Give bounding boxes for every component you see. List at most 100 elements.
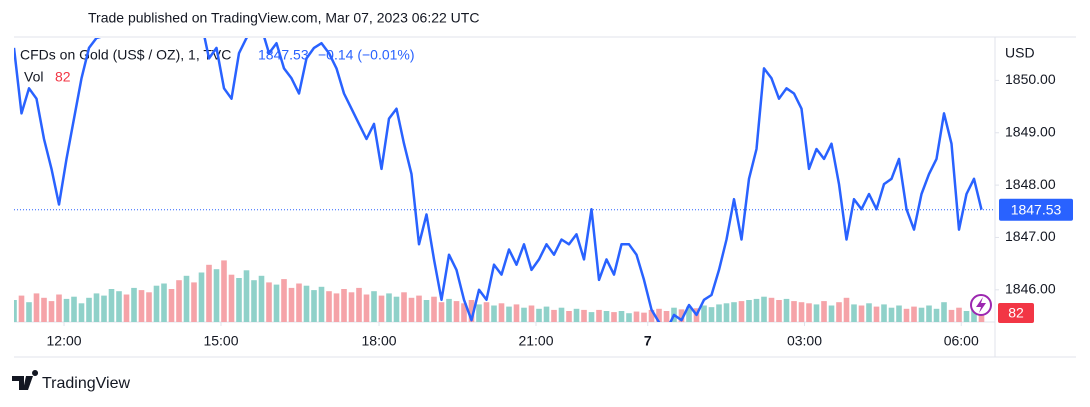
volume-bar xyxy=(888,307,895,322)
x-tick-label: 21:00 xyxy=(518,333,553,349)
volume-bar xyxy=(258,275,265,322)
price-layer xyxy=(14,38,983,322)
volume-bar xyxy=(14,300,17,322)
volume-bar xyxy=(273,284,280,322)
volume-bar xyxy=(416,295,422,322)
volume-bar xyxy=(296,283,302,322)
volume-bar xyxy=(498,303,505,322)
volume-bar xyxy=(708,307,715,322)
volume-bar xyxy=(326,291,332,322)
volume-bar xyxy=(93,293,100,322)
volume-bar xyxy=(161,283,167,322)
volume-bar xyxy=(821,301,827,322)
volume-bar xyxy=(543,306,550,322)
y-tick-label: 1847.00 xyxy=(1005,228,1056,244)
volume-tag xyxy=(998,303,1034,323)
volume-bar xyxy=(33,293,40,322)
volume-bar xyxy=(633,311,640,322)
volume-bar xyxy=(843,297,850,322)
volume-bar xyxy=(611,312,617,322)
x-tick-label: 15:00 xyxy=(203,333,238,349)
y-tick-label: 1849.00 xyxy=(1005,123,1056,139)
volume-bar xyxy=(198,272,205,322)
volume-bar xyxy=(371,291,377,322)
x-tick-label: 03:00 xyxy=(787,333,822,349)
volume-bar xyxy=(723,303,730,322)
volume-bar xyxy=(303,285,310,322)
volume-bar xyxy=(26,302,32,322)
volume-bar xyxy=(288,287,295,322)
volume-bar xyxy=(213,269,220,322)
volume-bar xyxy=(783,298,790,322)
volume-bar xyxy=(641,312,647,322)
alert-icon[interactable] xyxy=(970,294,992,316)
volume-bar xyxy=(573,308,580,322)
volume-bar xyxy=(423,300,430,322)
legend-volume-name: Vol xyxy=(24,69,43,85)
volume-bar xyxy=(228,274,235,322)
volume-bar xyxy=(56,294,62,322)
volume-bar xyxy=(281,279,287,322)
volume-bar xyxy=(146,292,152,322)
legend-instrument: CFDs on Gold (US$ / OZ), 1, TVC xyxy=(20,47,231,63)
volume-layer xyxy=(14,260,985,322)
volume-bar xyxy=(446,298,452,322)
volume-bar xyxy=(911,306,917,322)
logo-mark[interactable] xyxy=(12,370,39,390)
volume-bar xyxy=(408,297,415,322)
volume-bar xyxy=(116,291,122,322)
y-tick-label: 1846.00 xyxy=(1005,281,1056,297)
volume-bar xyxy=(971,308,977,322)
volume-bar xyxy=(596,309,602,322)
volume-bar xyxy=(243,270,250,322)
volume-bar xyxy=(78,303,85,322)
volume-bar xyxy=(386,293,392,322)
volume-bar xyxy=(318,286,325,322)
last-price-tag-label: 1847.53 xyxy=(1011,201,1062,217)
volume-bar xyxy=(896,305,902,322)
x-tick-label: 06:00 xyxy=(944,333,979,349)
brand-name[interactable]: TradingView xyxy=(42,375,130,392)
volume-bar xyxy=(206,264,212,322)
volume-bar xyxy=(903,308,910,322)
volume-bar xyxy=(776,300,782,322)
volume-bar xyxy=(746,300,752,322)
price-line xyxy=(14,38,983,322)
volume-bar xyxy=(978,312,985,322)
legend-volume-value: 82 xyxy=(55,69,71,85)
volume-bar xyxy=(191,282,197,322)
volume-bar xyxy=(731,302,737,322)
volume-bar xyxy=(761,296,767,322)
volume-bar xyxy=(123,294,130,322)
volume-bar xyxy=(401,292,407,322)
volume-bar xyxy=(183,275,190,322)
volume-bar xyxy=(333,293,340,322)
last-price-tag xyxy=(999,198,1073,221)
volume-bar xyxy=(48,301,55,322)
x-tick-label: 12:00 xyxy=(47,333,82,349)
volume-bar xyxy=(851,304,857,322)
x-tick-label: 18:00 xyxy=(362,333,397,349)
volume-bar xyxy=(101,295,107,322)
y-tick-label: 1848.00 xyxy=(1005,176,1056,192)
volume-bar xyxy=(918,307,925,322)
volume-bar xyxy=(491,305,497,322)
volume-bar xyxy=(716,304,722,322)
volume-bar xyxy=(963,311,970,322)
volume-bar xyxy=(626,313,632,322)
volume-bar xyxy=(836,302,842,322)
volume-bar xyxy=(528,305,535,322)
volume-bar xyxy=(266,282,272,322)
legend-last-price: 1847.53 xyxy=(258,47,309,63)
volume-bar xyxy=(221,260,227,322)
brand-logo[interactable]: TradingView xyxy=(12,370,130,392)
volume-bar xyxy=(431,296,437,322)
volume-bar xyxy=(41,297,47,322)
volume-bar xyxy=(506,306,512,322)
volume-bar xyxy=(656,308,662,322)
volume-bar xyxy=(678,309,685,322)
volume-bar xyxy=(483,302,490,322)
alert-bolt[interactable] xyxy=(976,297,986,313)
volume-bar xyxy=(363,294,370,322)
volume-bar xyxy=(356,287,362,322)
